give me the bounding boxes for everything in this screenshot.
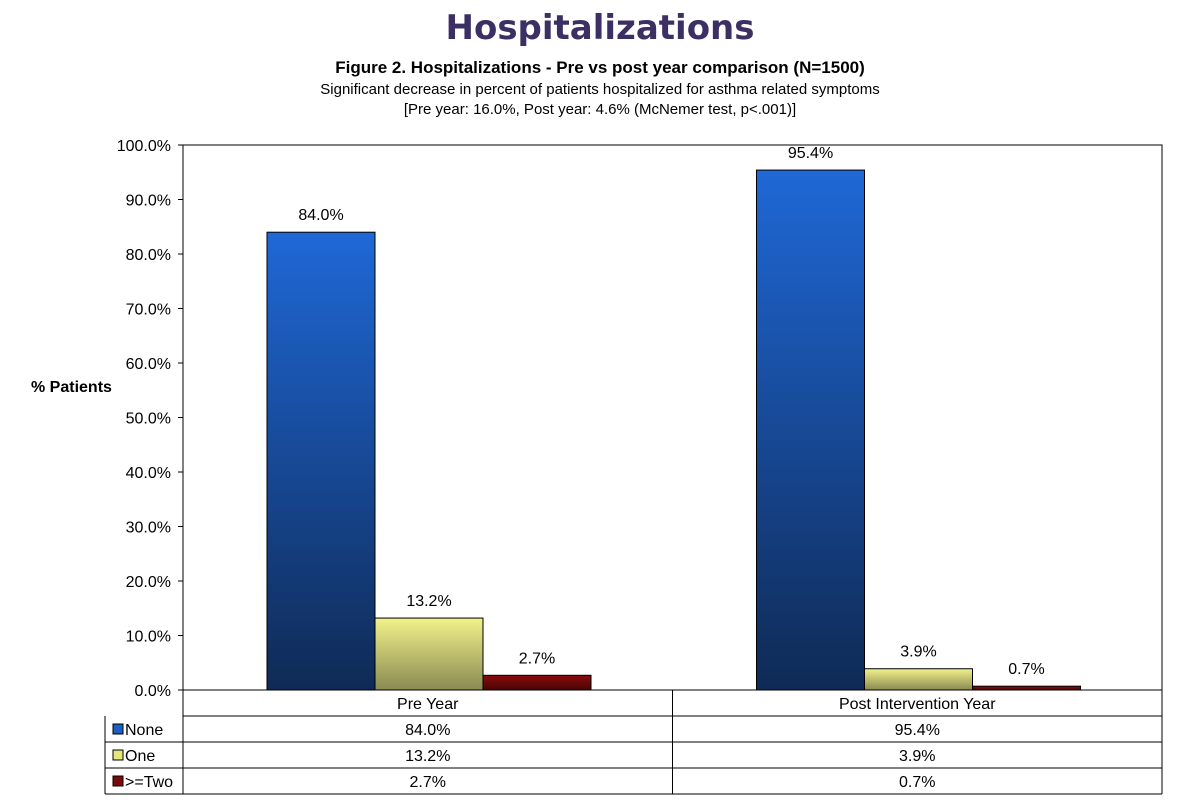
data-label: 95.4%: [788, 145, 833, 162]
figure-title: Figure 2. Hospitalizations - Pre vs post…: [335, 58, 865, 77]
table-cell: 0.7%: [899, 774, 935, 791]
y-tick-label: 60.0%: [126, 356, 171, 373]
table-cell: 3.9%: [899, 748, 935, 765]
y-axis-label: % Patients: [31, 379, 112, 396]
x-category-label: Pre Year: [397, 696, 459, 713]
bar-two-post: [972, 685, 1081, 691]
y-tick-label: 20.0%: [126, 574, 171, 591]
legend-swatch: [112, 775, 124, 787]
legend-label: >=Two: [125, 774, 173, 791]
chart-subtitle-line-1: Significant decrease in percent of patie…: [320, 81, 880, 98]
y-tick-label: 100.0%: [117, 138, 171, 155]
data-label: 3.9%: [900, 644, 936, 661]
bar-none-post: [756, 169, 865, 691]
y-tick-label: 0.0%: [135, 683, 171, 700]
page-title: Hospitalizations: [445, 8, 755, 48]
data-label: 0.7%: [1008, 661, 1044, 678]
bar-one-pre: [374, 617, 484, 691]
table-cell: 13.2%: [405, 748, 450, 765]
data-label: 2.7%: [519, 650, 555, 667]
legend-label: One: [125, 748, 155, 765]
y-tick-label: 70.0%: [126, 302, 171, 319]
data-label: 84.0%: [298, 207, 343, 224]
table-cell: 84.0%: [405, 722, 450, 739]
chart-subtitle-line-2: [Pre year: 16.0%, Post year: 4.6% (McNem…: [403, 101, 797, 118]
y-tick-label: 80.0%: [126, 247, 171, 264]
y-tick-label: 40.0%: [126, 465, 171, 482]
y-tick-label: 90.0%: [126, 193, 171, 210]
y-tick-label: 10.0%: [126, 629, 171, 646]
legend-label: None: [125, 722, 163, 739]
bar-one-post: [864, 668, 973, 691]
legend-swatch: [112, 749, 124, 761]
legend-swatch: [112, 723, 124, 735]
bar-two-pre: [482, 674, 592, 691]
x-category-label: Post Intervention Year: [839, 696, 996, 713]
y-tick-label: 50.0%: [126, 411, 171, 428]
y-tick-label: 30.0%: [126, 520, 171, 537]
data-label: 13.2%: [406, 593, 451, 610]
table-cell: 95.4%: [895, 722, 940, 739]
table-cell: 2.7%: [410, 774, 446, 791]
bar-none-pre: [266, 231, 376, 691]
